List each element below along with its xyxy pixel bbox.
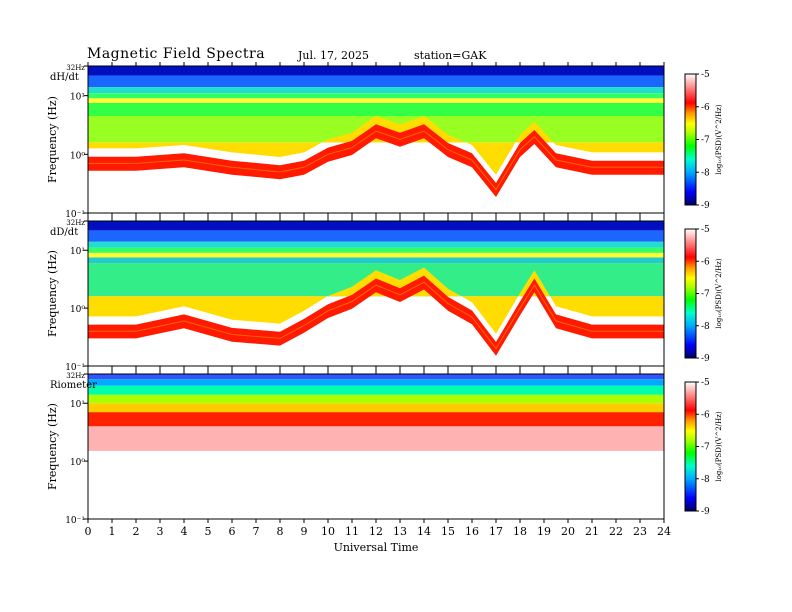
- y-tick-label: 10⁻¹: [65, 516, 85, 526]
- colorbar-tick-label: -5: [701, 225, 710, 235]
- spectral-band: [88, 75, 664, 88]
- spectral-band: [88, 241, 664, 248]
- panel-label: dH/dt: [50, 72, 79, 83]
- x-tick-label: 6: [229, 525, 236, 538]
- colorbar-tick-label: -8: [701, 168, 710, 178]
- spectral-band: [88, 93, 664, 99]
- colorbar-tick-label: -9: [701, 201, 710, 211]
- x-tick-label: 14: [417, 525, 431, 538]
- y-tick-label: 10¹: [70, 247, 85, 257]
- panel-label: dD/dt: [50, 227, 78, 238]
- spectral-band: [88, 221, 664, 231]
- x-tick-label: 21: [585, 525, 599, 538]
- x-tick-label: 24: [657, 525, 671, 538]
- colorbar-tick-label: -6: [701, 410, 710, 420]
- colorbar-label: log₁₀(PSD)(V^2/Hz): [715, 104, 723, 174]
- activity-yellow-region: [88, 267, 664, 334]
- peak-frequency-line: [88, 130, 664, 191]
- colorbar-tick-label: -7: [701, 136, 710, 146]
- colorbar-tick-label: -6: [701, 103, 710, 113]
- x-tick-label: 5: [205, 525, 212, 538]
- peak-frequency-line: [88, 281, 664, 350]
- x-tick-label: 7: [253, 525, 260, 538]
- x-tick-label: 4: [181, 525, 188, 538]
- station-label: station=GAK: [414, 49, 487, 62]
- y-axis-label: Frequency (Hz): [46, 250, 59, 337]
- x-tick-label: 10: [321, 525, 335, 538]
- panel-label: Riometer: [50, 380, 97, 391]
- x-tick-label: 17: [489, 525, 503, 538]
- spectral-band: [88, 252, 664, 258]
- y-tick-label: 32Hz: [66, 219, 85, 227]
- colorbar-label: log₁₀(PSD)(V^2/Hz): [715, 258, 723, 328]
- colorbar-tick-label: -7: [701, 290, 710, 300]
- x-tick-label: 8: [277, 525, 284, 538]
- x-tick-label: 1: [109, 525, 116, 538]
- spectral-band: [88, 247, 664, 253]
- x-tick-label: 22: [609, 525, 623, 538]
- colorbar-tick-label: -8: [701, 475, 710, 485]
- y-tick-label: 32Hz: [66, 372, 85, 380]
- y-tick-label: 10⁻¹: [65, 210, 85, 220]
- activity-red-region: [88, 275, 664, 356]
- colorbar-tick-label: -9: [701, 354, 710, 364]
- x-tick-label: 3: [157, 525, 164, 538]
- chart-title: Magnetic Field Spectra: [87, 46, 266, 62]
- x-tick-label: 16: [465, 525, 479, 538]
- spectral-band: [88, 87, 664, 94]
- colorbar-tick-label: -9: [701, 507, 710, 517]
- spectral-band: [88, 257, 664, 264]
- colorbar: [684, 228, 697, 359]
- colorbar-tick-label: -5: [701, 70, 710, 80]
- colorbar-label: log₁₀(PSD)(V^2/Hz): [715, 411, 723, 481]
- colorbar-tick-label: -5: [701, 378, 710, 388]
- y-tick-label: 10⁰: [70, 305, 85, 315]
- y-tick-label: 32Hz: [66, 64, 85, 72]
- colorbar-tick-label: -6: [701, 257, 710, 267]
- colorbar-tick-label: -7: [701, 443, 710, 453]
- spectral-band: [88, 230, 664, 242]
- panel-3: [84, 370, 699, 523]
- y-tick-label: 10⁰: [70, 151, 85, 161]
- spectral-band: [88, 403, 664, 413]
- x-tick-label: 23: [633, 525, 647, 538]
- x-tick-label: 2: [133, 525, 140, 538]
- x-axis-label: Universal Time: [334, 541, 419, 554]
- panel-2: [84, 217, 699, 370]
- riometer-fade-region: [88, 426, 664, 451]
- colorbar: [684, 381, 697, 512]
- y-tick-label: 10¹: [70, 400, 85, 410]
- y-tick-label: 10¹: [70, 93, 85, 103]
- activity-red-region: [88, 124, 664, 197]
- x-tick-label: 19: [537, 525, 551, 538]
- spectral-band: [88, 98, 664, 103]
- spectral-band: [88, 394, 664, 404]
- x-tick-label: 9: [301, 525, 308, 538]
- date-label: Jul. 17, 2025: [298, 49, 369, 62]
- y-tick-label: 10⁻¹: [65, 363, 85, 373]
- panel-1: [84, 62, 699, 217]
- spectral-band: [88, 66, 664, 76]
- x-tick-label: 18: [513, 525, 527, 538]
- spectral-band: [88, 385, 664, 395]
- x-tick-label: 0: [85, 525, 92, 538]
- y-tick-label: 10⁰: [70, 458, 85, 468]
- x-tick-label: 13: [393, 525, 407, 538]
- y-axis-label: Frequency (Hz): [46, 96, 59, 183]
- colorbar-tick-label: -8: [701, 322, 710, 332]
- x-tick-label: 20: [561, 525, 575, 538]
- spectral-band: [88, 379, 664, 386]
- y-axis-label: Frequency (Hz): [46, 403, 59, 490]
- x-tick-label: 15: [441, 525, 455, 538]
- spectral-band: [88, 412, 664, 427]
- colorbar: [684, 73, 697, 206]
- spectral-band: [88, 374, 664, 380]
- x-tick-label: 12: [369, 525, 383, 538]
- spectral-band: [88, 102, 664, 116]
- x-tick-label: 11: [345, 525, 359, 538]
